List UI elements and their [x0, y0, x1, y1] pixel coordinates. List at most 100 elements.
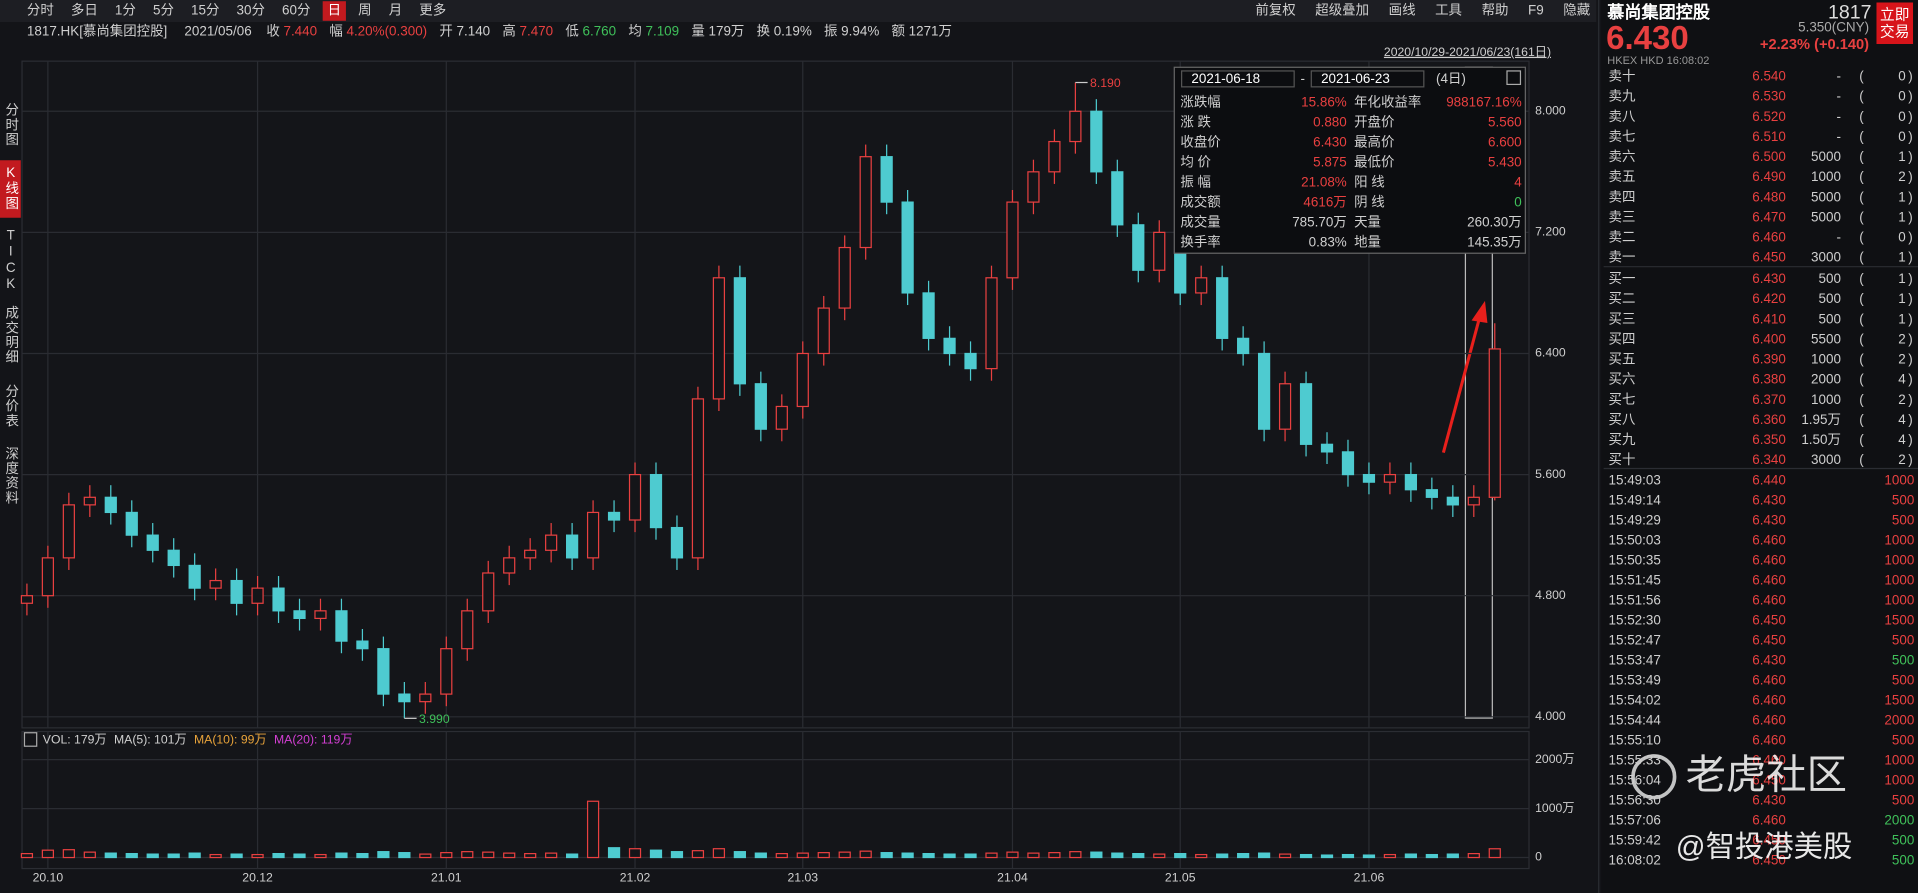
trade-price: 6.460	[1752, 712, 1786, 727]
volume-bar	[1446, 853, 1459, 859]
candle-body	[377, 648, 390, 695]
menu-item[interactable]: 60分	[282, 3, 310, 18]
volume-bar	[607, 847, 621, 859]
side-tab[interactable]: 深度资料	[3, 446, 19, 505]
side-tab[interactable]: TICK	[3, 228, 18, 293]
menu-item[interactable]: 日	[328, 3, 341, 18]
book-count: 4	[1898, 412, 1906, 427]
stock-code: 1817.HK[慕尚集团控股]	[27, 23, 167, 38]
paren: (	[1859, 89, 1864, 104]
menu-item[interactable]: 周	[358, 3, 371, 18]
candle-body	[607, 511, 621, 521]
candle-body	[859, 156, 872, 249]
volume-bar	[1425, 853, 1438, 859]
book-label: 卖一	[1609, 250, 1636, 265]
menu-item[interactable]: 隐藏	[1563, 3, 1590, 18]
menu-item[interactable]: 多日	[71, 2, 98, 18]
stat-value: 5.560	[1488, 114, 1522, 129]
candle-body	[586, 511, 600, 559]
volume-bar	[922, 852, 935, 859]
menu-item[interactable]: 5分	[153, 3, 174, 18]
stat-label: 均 价	[1180, 154, 1211, 169]
info-label: 高	[502, 22, 515, 38]
paren: (	[1859, 331, 1864, 346]
y-tick-label: 6.400	[1535, 346, 1566, 360]
stat-label: 最高价	[1354, 133, 1395, 149]
book-volume: 500	[1819, 311, 1841, 326]
volume-bar	[943, 853, 956, 859]
info-label: 额	[892, 23, 906, 38]
book-volume: 5000	[1811, 189, 1841, 204]
volume-bar	[167, 853, 180, 859]
side-tab[interactable]: 成交明细	[3, 306, 19, 365]
book-volume: 1000	[1811, 169, 1841, 184]
candle-body	[943, 337, 956, 355]
trade-button-label[interactable]: 立即交易	[1876, 2, 1914, 45]
menu-item[interactable]: 更多	[419, 2, 446, 18]
menu-item[interactable]: 分时	[27, 3, 54, 18]
trade-time: 15:54:44	[1609, 712, 1662, 727]
volume-bar	[440, 852, 453, 859]
candle-body	[230, 579, 243, 604]
info-value: 7.140	[457, 23, 491, 38]
menu-item[interactable]: 工具	[1435, 3, 1462, 18]
menu-item[interactable]: F9	[1528, 3, 1544, 18]
volume-header: MA(10): 99万	[194, 732, 267, 746]
book-count: 1	[1898, 250, 1905, 265]
menu-item[interactable]: 30分	[237, 3, 265, 18]
candle-body	[419, 693, 432, 703]
menu-item[interactable]: 前复权	[1255, 2, 1295, 18]
candle-body	[1404, 473, 1418, 491]
menu-item[interactable]: 1分	[115, 3, 136, 18]
menu-item[interactable]: 超级叠加	[1315, 3, 1369, 18]
volume-bar	[83, 851, 96, 859]
paren: (	[1859, 230, 1864, 245]
candle-body	[1446, 496, 1459, 506]
stat-label: 振 幅	[1180, 175, 1211, 190]
menu-item[interactable]: 15分	[191, 3, 219, 18]
volume-bar	[356, 852, 369, 859]
x-tick-label: 21.01	[431, 871, 462, 885]
volume-bar	[1257, 852, 1271, 859]
volume-bar	[1362, 854, 1376, 859]
paren: )	[1908, 412, 1912, 427]
volume-bar	[880, 852, 893, 859]
side-tab[interactable]: 分价表	[3, 384, 19, 428]
menu-item[interactable]: 月	[389, 3, 402, 18]
side-tab[interactable]: K线图	[3, 165, 19, 211]
paren: )	[1908, 189, 1912, 204]
trade-price: 6.460	[1752, 592, 1786, 607]
candle-body	[1362, 473, 1376, 483]
end-date[interactable]: 2021-06-23	[1321, 71, 1390, 86]
paren: )	[1908, 291, 1912, 306]
trade-volume: 1000	[1884, 472, 1914, 487]
menu-item[interactable]: 画线	[1389, 3, 1416, 18]
volume-bar	[503, 852, 516, 859]
candle-body	[461, 610, 474, 650]
cny-price: 5.350(CNY)	[1798, 20, 1869, 35]
trade-volume: 1500	[1884, 612, 1914, 627]
menu-item[interactable]: 帮助	[1482, 3, 1509, 18]
trade-time: 15:54:02	[1609, 692, 1661, 707]
book-price: 6.420	[1752, 291, 1786, 306]
info-value: 7.470	[520, 23, 554, 38]
candle-body	[1006, 201, 1019, 279]
stat-label: 开盘价	[1354, 113, 1395, 129]
candle-body	[691, 398, 705, 559]
close-icon[interactable]	[1506, 70, 1522, 86]
trade-button[interactable]: 立即交易	[1876, 2, 1914, 45]
start-date[interactable]: 2021-06-18	[1191, 71, 1260, 86]
volume-bar	[1027, 852, 1040, 859]
info-value: 7.109	[646, 23, 680, 38]
book-label: 买七	[1609, 392, 1636, 407]
stat-label: 成交量	[1180, 214, 1220, 230]
x-tick-label: 21.06	[1354, 871, 1385, 885]
y-tick-label: 8.000	[1535, 104, 1566, 118]
book-label: 买一	[1609, 271, 1636, 286]
paren: (	[1859, 291, 1864, 306]
candle-body	[1195, 277, 1208, 294]
book-count: 1	[1898, 189, 1905, 204]
side-tab[interactable]: 分时图	[3, 103, 19, 147]
paren: )	[1908, 352, 1912, 367]
paren: )	[1908, 230, 1912, 245]
